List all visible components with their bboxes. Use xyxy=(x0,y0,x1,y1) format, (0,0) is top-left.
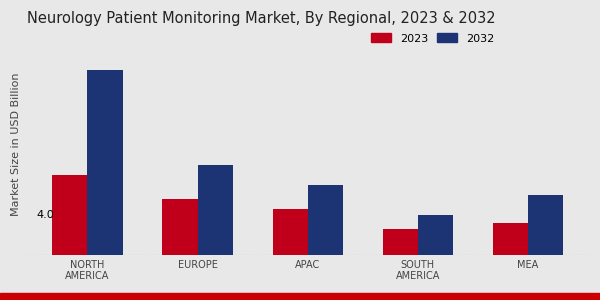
Bar xyxy=(308,185,343,255)
Text: Neurology Patient Monitoring Market, By Regional, 2023 & 2032: Neurology Patient Monitoring Market, By … xyxy=(26,11,495,26)
Text: 4.0: 4.0 xyxy=(37,210,55,220)
Bar xyxy=(163,199,197,255)
Y-axis label: Market Size in USD Billion: Market Size in USD Billion xyxy=(11,73,21,216)
Bar xyxy=(272,209,308,255)
Bar xyxy=(383,229,418,255)
Bar xyxy=(197,165,233,255)
Legend: 2023, 2032: 2023, 2032 xyxy=(367,29,499,48)
Bar xyxy=(418,215,453,255)
Bar xyxy=(493,223,528,255)
Bar xyxy=(52,175,88,255)
Bar xyxy=(528,195,563,255)
Bar xyxy=(88,70,123,255)
